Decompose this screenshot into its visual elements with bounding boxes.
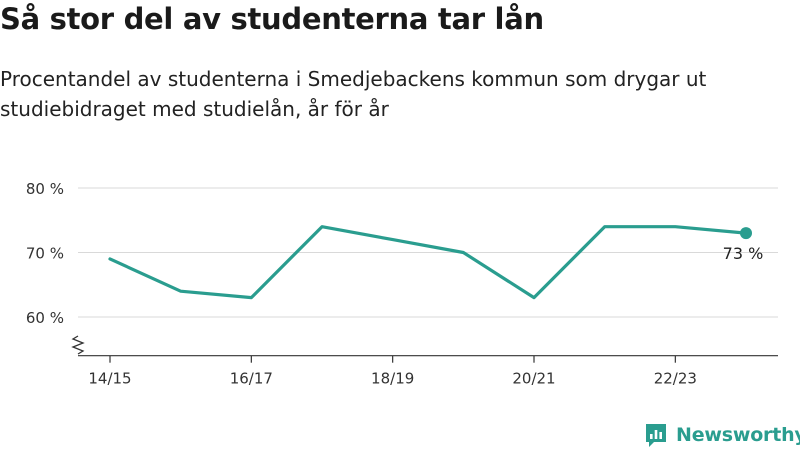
x-tick-label: 20/21 [512, 370, 555, 388]
y-axis-labels: 60 % 70 % 80 % [26, 180, 64, 327]
axis-break-icon [71, 335, 85, 355]
last-value-marker [740, 227, 752, 240]
x-tick-label: 22/23 [654, 370, 697, 388]
x-tick-label: 18/19 [371, 370, 414, 388]
series-line [108, 225, 748, 300]
y-tick-label: 60 % [26, 309, 64, 327]
y-tick-label: 80 % [26, 180, 64, 198]
gridlines [78, 187, 778, 318]
x-axis: 14/15 16/17 18/19 20/21 22/23 [71, 335, 778, 388]
y-tick-label: 70 % [26, 245, 64, 263]
brand-logo[interactable]: Newsworthy [644, 419, 800, 451]
chart-title: Så stor del av studenterna tar lån [0, 2, 544, 36]
data-points: 73 % [723, 227, 764, 263]
bar-chart-logo-icon [646, 423, 666, 447]
series-lines [108, 225, 748, 300]
last-value-label: 73 % [723, 244, 764, 263]
x-tick-label: 16/17 [230, 370, 273, 388]
brand-name: Newsworthy [676, 424, 800, 446]
chart-subtitle: Procentandel av studenterna i Smedjeback… [0, 67, 707, 121]
x-tick-label: 14/15 [88, 370, 131, 388]
